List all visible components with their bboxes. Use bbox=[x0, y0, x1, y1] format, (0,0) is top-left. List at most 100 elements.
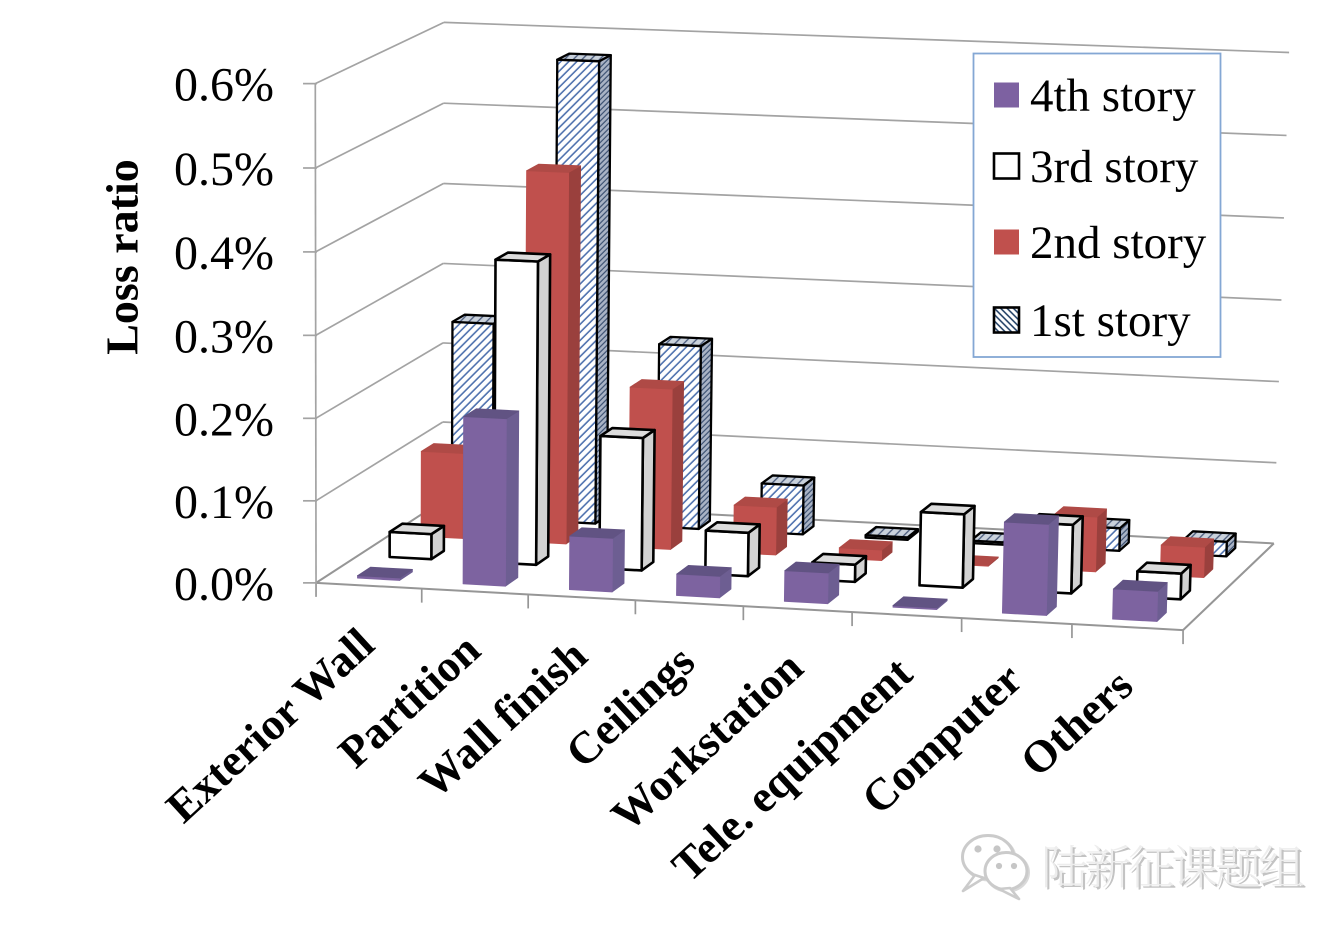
bar bbox=[357, 566, 413, 581]
watermark-glyph bbox=[1045, 844, 1087, 888]
bar-face-side bbox=[670, 381, 685, 550]
floor-right-edge bbox=[1182, 542, 1275, 631]
wechat-bubble-large-tail bbox=[961, 873, 986, 893]
wechat-icon bbox=[961, 834, 1030, 901]
bar-face-top bbox=[864, 525, 920, 539]
bar bbox=[864, 525, 920, 541]
bar-face-top bbox=[1112, 579, 1168, 592]
bar-face-front bbox=[388, 530, 433, 561]
gridline-leftwall bbox=[315, 102, 445, 169]
bar bbox=[388, 522, 446, 561]
watermark-glyph bbox=[1216, 845, 1260, 888]
bar-face-top bbox=[733, 496, 788, 508]
bar-face-top bbox=[811, 552, 868, 566]
value-axis bbox=[303, 82, 318, 584]
legend-item: 4th story bbox=[994, 70, 1196, 122]
bar-face-side bbox=[611, 529, 625, 593]
bar-face-top bbox=[919, 502, 976, 516]
value-tick-label: 0.5% bbox=[174, 143, 274, 196]
gridline-leftwall bbox=[315, 262, 444, 337]
watermark-glyph-shadow bbox=[1218, 847, 1263, 890]
bar-face-top bbox=[784, 561, 840, 574]
gridline-leftwall bbox=[315, 421, 444, 502]
wechat-bubble-small-outline bbox=[983, 851, 1029, 891]
bar bbox=[1112, 579, 1168, 622]
legend-swatch bbox=[992, 306, 1021, 334]
value-tick-label: 0.2% bbox=[174, 393, 274, 446]
wechat-bubble-large-eye bbox=[993, 845, 1001, 853]
bar-face-top bbox=[838, 539, 893, 551]
wechat-bubble-small-tail bbox=[997, 886, 1021, 901]
watermark-glyph bbox=[1259, 845, 1304, 886]
bar-face-front bbox=[568, 535, 613, 593]
bar-face-side bbox=[505, 410, 520, 587]
legend-label: 3rd story bbox=[1030, 141, 1199, 193]
bar-face-top bbox=[569, 527, 625, 539]
watermark-glyph-shadow bbox=[1262, 847, 1306, 888]
value-axis-tick-labels: 0.0% 0.1% 0.2% 0.3% 0.4% 0.5% 0.6% bbox=[174, 59, 274, 611]
watermark-glyph-shadow bbox=[1088, 846, 1133, 890]
bar-face-top bbox=[357, 566, 413, 579]
value-tick-label: 0.0% bbox=[174, 558, 274, 611]
bar-face-front bbox=[1112, 588, 1159, 622]
bar bbox=[783, 561, 840, 605]
floor-front-edge bbox=[315, 581, 1184, 632]
bar-face-top bbox=[760, 474, 816, 487]
watermark-glyph bbox=[1173, 844, 1217, 888]
watermark-glyph bbox=[1129, 844, 1174, 888]
bar-face-top bbox=[1136, 561, 1192, 575]
bar bbox=[892, 596, 948, 610]
bar bbox=[704, 520, 761, 578]
bar bbox=[918, 502, 976, 589]
value-tick-label: 0.3% bbox=[174, 310, 274, 363]
bar-face-top bbox=[1003, 513, 1059, 525]
bar bbox=[676, 565, 732, 599]
watermark-glyph-shadow bbox=[1131, 847, 1176, 890]
legend-label: 1st story bbox=[1030, 295, 1191, 347]
value-tick-label: 0.1% bbox=[174, 476, 274, 529]
bar-face-front bbox=[676, 573, 721, 599]
wechat-bubble-large-eye bbox=[974, 845, 982, 853]
bar-face-top bbox=[1160, 536, 1215, 548]
bar-face-top bbox=[463, 408, 520, 420]
legend-item: 3rd story bbox=[992, 141, 1199, 193]
bar-face-top bbox=[388, 522, 446, 536]
gridline-leftwall bbox=[314, 21, 445, 85]
watermark-glyph-shadow bbox=[1047, 847, 1089, 890]
wechat-bubble-small-eye bbox=[1010, 862, 1018, 870]
bar bbox=[568, 527, 625, 593]
bar-face-front bbox=[462, 416, 507, 587]
gridline-backwall bbox=[443, 21, 1290, 54]
legend-label: 4th story bbox=[1030, 70, 1196, 122]
legend-swatch bbox=[994, 229, 1019, 255]
value-tick-label: 0.6% bbox=[174, 59, 274, 112]
bar-face-front bbox=[918, 510, 966, 589]
wechat-bubble-small-eye bbox=[995, 862, 1003, 870]
bar-face-top bbox=[494, 251, 552, 263]
bar bbox=[1001, 513, 1059, 616]
legend: 4th story 3rd story 2nd story 1st story bbox=[972, 52, 1222, 358]
bar-face-top bbox=[676, 565, 732, 577]
bar-face-front bbox=[783, 570, 829, 605]
bars bbox=[357, 52, 1237, 622]
legend-item: 2nd story bbox=[994, 217, 1207, 269]
wechat-bubble-small bbox=[983, 851, 1030, 901]
legend-item: 1st story bbox=[992, 295, 1191, 347]
bar-face-top bbox=[892, 596, 948, 609]
gridline-leftwall bbox=[315, 342, 444, 420]
legend-label: 2nd story bbox=[1030, 217, 1207, 269]
bar-face-top bbox=[556, 52, 612, 63]
legend-swatch bbox=[994, 82, 1019, 108]
bar-face-top bbox=[658, 335, 714, 348]
value-axis-title: Loss ratio bbox=[97, 159, 148, 355]
bar bbox=[462, 408, 520, 587]
bar-face-front bbox=[1001, 521, 1049, 616]
value-tick-label: 0.4% bbox=[174, 227, 274, 280]
bar-face-top bbox=[599, 426, 656, 440]
watermark-glyph bbox=[1086, 844, 1130, 888]
bar-face-top bbox=[526, 163, 582, 173]
value-axis-line bbox=[314, 83, 317, 583]
bar-face-top bbox=[629, 379, 685, 390]
